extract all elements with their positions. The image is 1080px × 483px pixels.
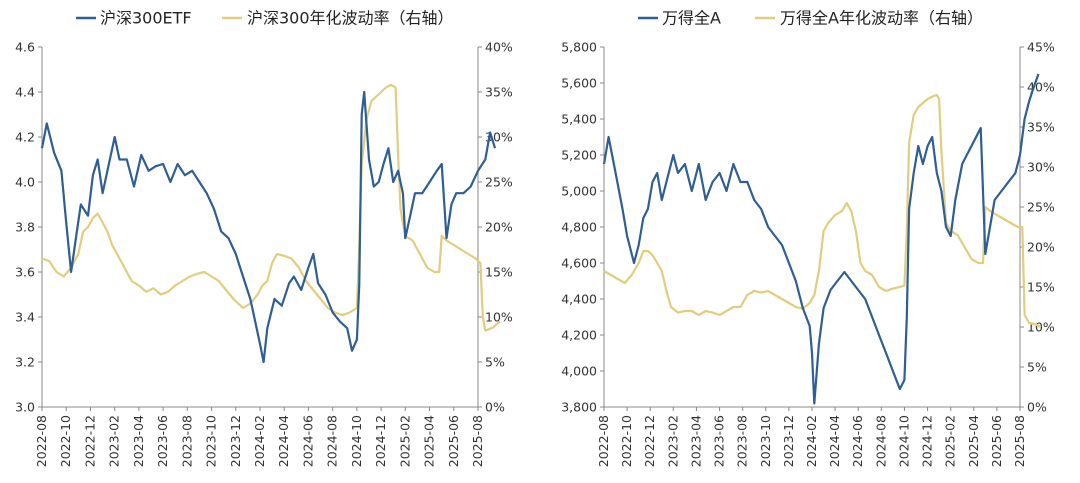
left-tick-label: 4,200 bbox=[561, 328, 597, 343]
x-tick-label: 2024-10 bbox=[896, 415, 911, 467]
right-tick-label: 0% bbox=[1027, 400, 1047, 415]
x-tick-label: 2023-10 bbox=[758, 415, 773, 467]
chart-2: 3,800 4,000 4,200 4,400 4,600 4,800 5,000 5,200… bbox=[561, 9, 1055, 468]
right-tick-label: 35% bbox=[1027, 120, 1055, 135]
x-tick-label: 2024-06 bbox=[850, 415, 865, 467]
x-tick-label: 2023-02 bbox=[665, 415, 680, 467]
right-tick-label: 15% bbox=[1027, 280, 1055, 295]
left-tick-label: 4.2 bbox=[15, 130, 35, 145]
right-tick-label: 30% bbox=[1027, 160, 1055, 175]
chart-1: 3.0 3.2 3.4 3.6 3.8 4.0 4.2 4.4 4.6 0% 5% 10% 15% 20%… bbox=[15, 9, 513, 468]
x-tick-label: 2024-04 bbox=[827, 415, 842, 467]
series-line-volatility bbox=[603, 93, 1042, 328]
left-tick-label: 5,000 bbox=[561, 184, 597, 199]
left-tick-label: 5,800 bbox=[561, 40, 597, 55]
legend-label: 沪深300ETF bbox=[100, 9, 192, 28]
left-tick-label: 3.8 bbox=[15, 220, 35, 235]
x-tick-label: 2025-04 bbox=[422, 415, 437, 467]
x-tick-label: 2025-08 bbox=[1012, 415, 1027, 467]
legend-label: 万得全A bbox=[662, 9, 721, 28]
x-tick-label: 2025-02 bbox=[943, 415, 958, 467]
x-tick-label: 2024-08 bbox=[325, 415, 340, 467]
x-tick-label: 2024-02 bbox=[804, 415, 819, 467]
x-tick-label: 2024-12 bbox=[920, 415, 935, 467]
x-tick-label: 2023-08 bbox=[179, 415, 194, 467]
right-tick-label: 25% bbox=[1027, 200, 1055, 215]
legend-label: 沪深300年化波动率（右轴） bbox=[247, 9, 454, 28]
x-tick-label: 2023-08 bbox=[735, 415, 750, 467]
left-tick-label: 3.0 bbox=[15, 400, 35, 415]
right-tick-label: 10% bbox=[1027, 320, 1055, 335]
left-tick-label: 3.4 bbox=[15, 310, 35, 325]
left-tick-label: 3,800 bbox=[561, 400, 597, 415]
x-tick-label: 2024-02 bbox=[252, 415, 267, 467]
left-tick-label: 3.2 bbox=[15, 355, 35, 370]
x-tick-label: 2024-08 bbox=[873, 415, 888, 467]
x-tick-label: 2025-06 bbox=[446, 415, 461, 467]
left-tick-label: 4,800 bbox=[561, 220, 597, 235]
left-tick-label: 4,400 bbox=[561, 292, 597, 307]
left-tick-label: 5,400 bbox=[561, 112, 597, 127]
x-tick-label: 2022-12 bbox=[642, 415, 657, 467]
right-tick-label: 0% bbox=[485, 400, 505, 415]
x-tick-label: 2022-12 bbox=[82, 415, 97, 467]
x-tick-label: 2023-02 bbox=[107, 415, 122, 467]
series-line-index bbox=[602, 73, 1040, 405]
legend-label: 万得全A年化波动率（右轴） bbox=[780, 9, 983, 28]
x-tick-label: 2025-02 bbox=[397, 415, 412, 467]
x-tick-label: 2022-08 bbox=[34, 415, 49, 467]
right-tick-label: 10% bbox=[485, 310, 513, 325]
right-tick-label: 20% bbox=[1027, 240, 1055, 255]
x-tick-label: 2023-12 bbox=[228, 415, 243, 467]
x-tick-label: 2022-10 bbox=[58, 415, 73, 467]
left-tick-label: 3.6 bbox=[15, 265, 35, 280]
right-tick-label: 15% bbox=[485, 265, 513, 280]
x-tick-label: 2025-04 bbox=[966, 415, 981, 467]
right-tick-label: 5% bbox=[1027, 360, 1047, 375]
right-tick-label: 20% bbox=[485, 220, 513, 235]
left-tick-label: 5,600 bbox=[561, 76, 597, 91]
x-tick-label: 2023-06 bbox=[712, 415, 727, 467]
x-tick-label: 2023-04 bbox=[131, 415, 146, 467]
x-tick-label: 2023-04 bbox=[688, 415, 703, 467]
left-tick-label: 4,000 bbox=[561, 364, 597, 379]
left-tick-label: 4,600 bbox=[561, 256, 597, 271]
left-tick-label: 5,200 bbox=[561, 148, 597, 163]
x-tick-label: 2023-06 bbox=[155, 415, 170, 467]
right-tick-label: 40% bbox=[485, 40, 513, 55]
x-tick-label: 2024-04 bbox=[276, 415, 291, 467]
series-line-index bbox=[40, 90, 497, 364]
right-tick-label: 35% bbox=[485, 85, 513, 100]
x-tick-label: 2024-10 bbox=[349, 415, 364, 467]
left-tick-label: 4.4 bbox=[15, 85, 35, 100]
left-tick-label: 4.6 bbox=[15, 40, 35, 55]
left-tick-label: 4.0 bbox=[15, 175, 35, 190]
x-tick-label: 2022-10 bbox=[619, 415, 634, 467]
x-tick-label: 2024-06 bbox=[300, 415, 315, 467]
x-tick-label: 2023-12 bbox=[781, 415, 796, 467]
x-tick-label: 2023-10 bbox=[204, 415, 219, 467]
series-line-volatility bbox=[41, 83, 501, 332]
x-tick-label: 2022-08 bbox=[596, 415, 611, 467]
right-tick-label: 25% bbox=[485, 175, 513, 190]
x-tick-label: 2025-08 bbox=[470, 415, 485, 467]
x-tick-label: 2025-06 bbox=[989, 415, 1004, 467]
right-tick-label: 5% bbox=[485, 355, 505, 370]
right-tick-label: 45% bbox=[1027, 40, 1055, 55]
x-tick-label: 2024-12 bbox=[373, 415, 388, 467]
